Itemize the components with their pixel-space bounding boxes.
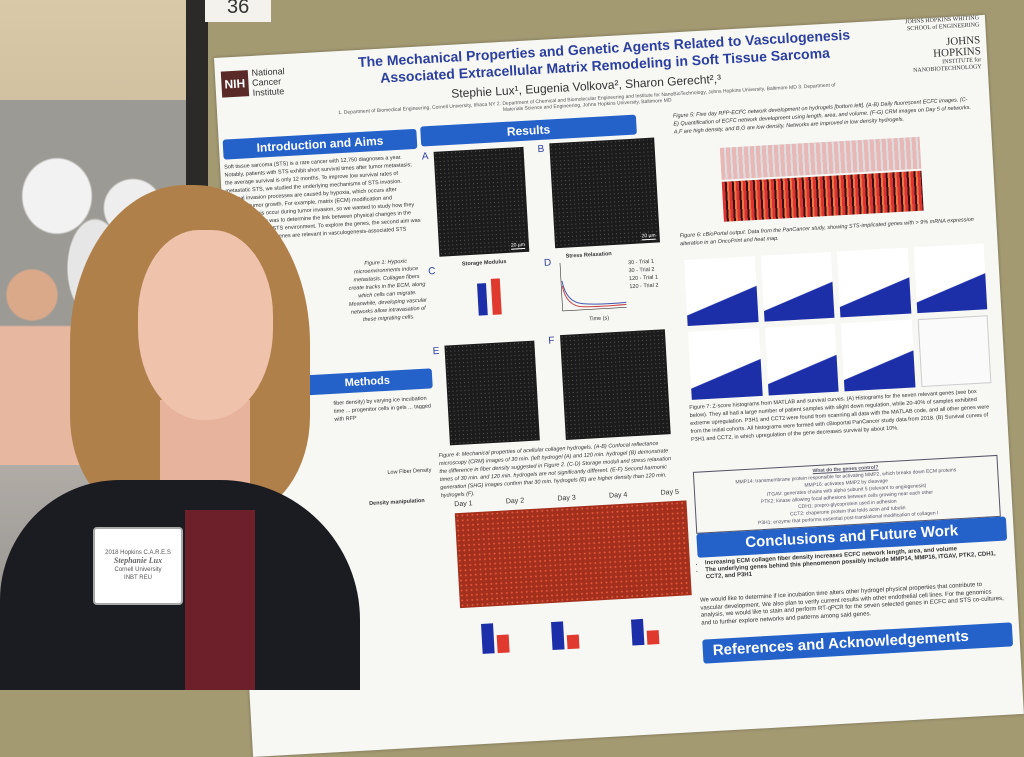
bar-volume — [646, 630, 660, 645]
crm-image-a: 20 µm — [433, 146, 530, 257]
crm-image-b: 20 µm — [549, 137, 660, 249]
name-badge: 2018 Hopkins C.A.R.E.S Stephanie Lux Cor… — [93, 527, 183, 605]
bar-area — [566, 634, 580, 650]
panel-label: B — [537, 143, 545, 156]
ecfc-fluorescent-images — [454, 500, 692, 609]
background-man — [0, 265, 80, 465]
heat-map — [721, 170, 924, 222]
panel-label: E — [432, 345, 440, 358]
research-poster: NIH National Cancer Institute The Mechan… — [214, 14, 1024, 757]
bar-length — [496, 634, 510, 654]
panel-label: F — [548, 335, 555, 347]
presenter-top — [185, 510, 255, 690]
nih-logo: NIH National Cancer Institute — [220, 65, 298, 99]
methods-label: Low Fiber Density — [387, 467, 432, 476]
bar-volume — [630, 618, 645, 646]
time-axis-label: Time (s) — [589, 315, 610, 323]
bar-low-density — [490, 278, 502, 315]
bar-high-density — [477, 283, 488, 316]
scale-bar-label: 20 µm — [641, 232, 656, 241]
panel-label: D — [543, 257, 552, 269]
references-heading: References and Acknowledgements — [702, 622, 1014, 664]
presenter — [0, 180, 360, 690]
poster-number-card: 36 — [205, 0, 271, 22]
bar-area — [551, 621, 565, 651]
future-work-text: We would like to determine if ice incuba… — [699, 581, 1004, 627]
shg-image-f — [560, 329, 671, 440]
bar-length — [481, 623, 495, 654]
stress-relaxation-curve — [559, 262, 627, 312]
scale-bar-label: 20 µm — [510, 241, 526, 250]
jhu-logo: JOHNS HOPKINS WHITING SCHOOL of ENGINEER… — [905, 15, 982, 74]
figure-5-caption: Figure 5: Five day RFP-ECFC network deve… — [672, 97, 972, 136]
presenter-face — [138, 230, 273, 420]
storage-modulus-title: Storage Modulus — [461, 258, 507, 268]
stress-relaxation-legend: 30 - Trial 1 30 - Trial 2 120 - Trial 1 120… — [627, 258, 659, 291]
methods-label: Density manipulation — [368, 497, 425, 508]
shg-image-e — [444, 340, 540, 446]
panel-label: A — [421, 151, 429, 163]
panel-label: C — [427, 265, 436, 278]
histogram-grid — [684, 243, 992, 400]
